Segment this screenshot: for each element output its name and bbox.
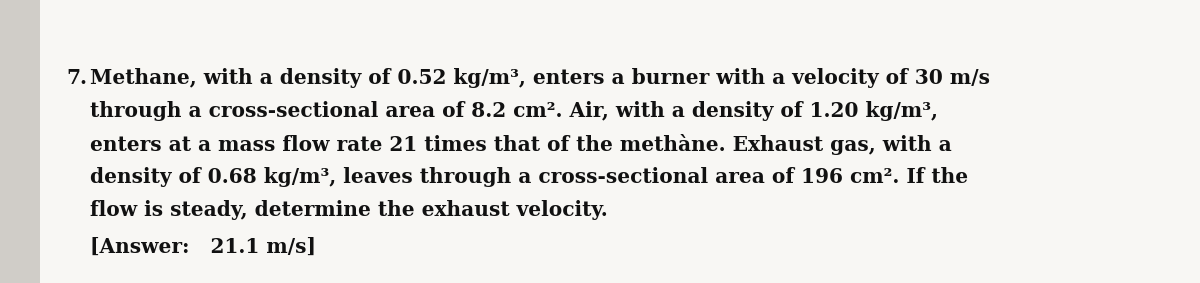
Text: density of 0.68 kg/m³, leaves through a cross-sectional area of 196 cm². If the: density of 0.68 kg/m³, leaves through a … <box>90 167 968 187</box>
Text: Methane, with a density of 0.52 kg/m³, enters a burner with a velocity of 30 m/s: Methane, with a density of 0.52 kg/m³, e… <box>90 68 990 88</box>
Text: enters at a mass flow rate 21 times that of the methàne. Exhaust gas, with a: enters at a mass flow rate 21 times that… <box>90 134 952 155</box>
Text: 7.: 7. <box>66 68 88 88</box>
Text: through a cross-sectional area of 8.2 cm². Air, with a density of 1.20 kg/m³,: through a cross-sectional area of 8.2 cm… <box>90 101 938 121</box>
Text: flow is steady, determine the exhaust velocity.: flow is steady, determine the exhaust ve… <box>90 200 607 220</box>
Text: [Answer:   21.1 m/s]: [Answer: 21.1 m/s] <box>90 237 316 257</box>
